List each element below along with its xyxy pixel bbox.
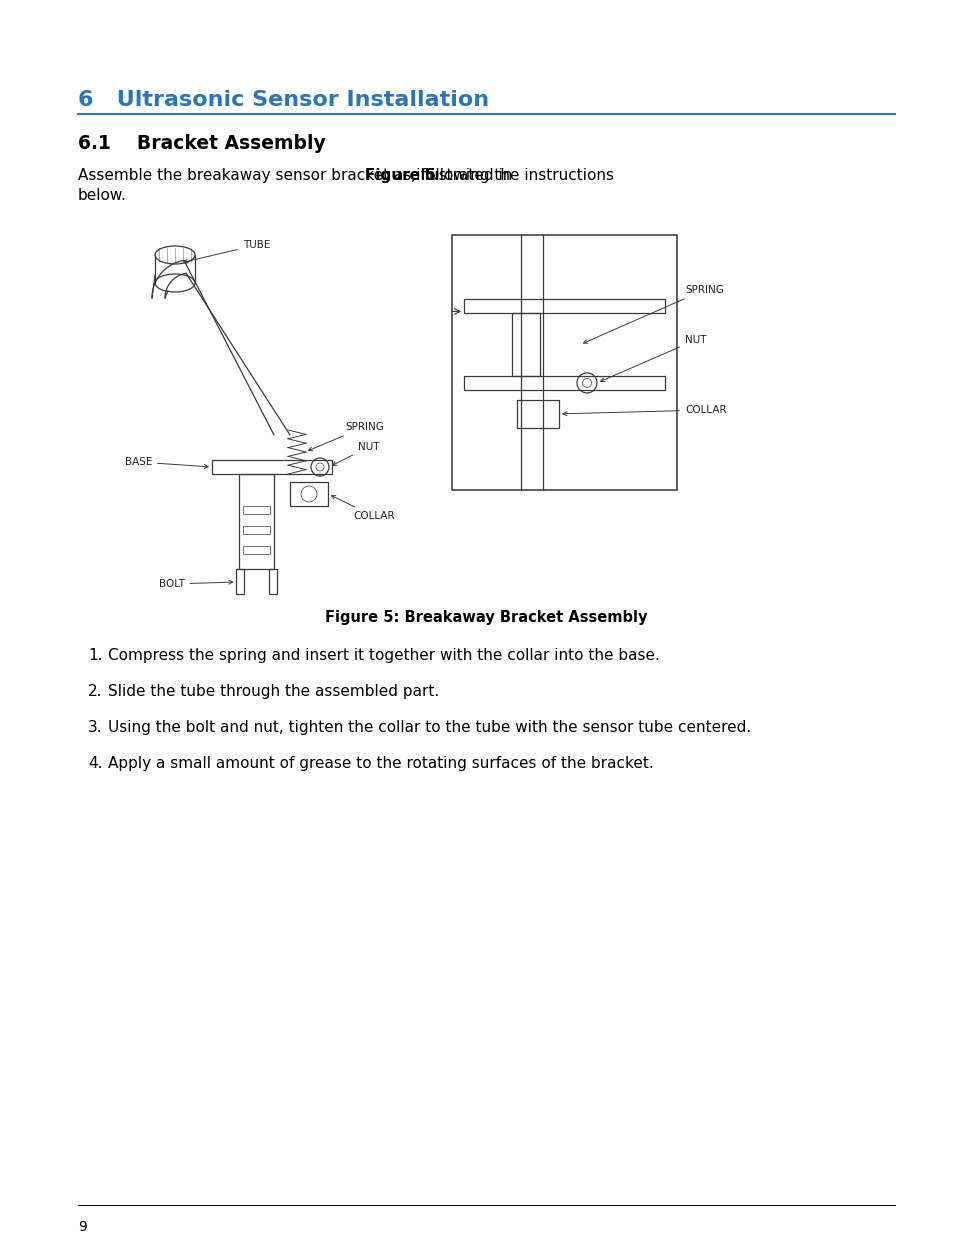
Text: Compress the spring and insert it together with the collar into the base.: Compress the spring and insert it togeth… — [108, 648, 659, 663]
Bar — [463, 299, 664, 314]
Text: , following the instructions: , following the instructions — [411, 168, 614, 183]
Bar — [517, 400, 558, 427]
Text: BASE: BASE — [125, 457, 208, 468]
Text: Figure 5: Figure 5 — [365, 168, 436, 183]
Bar — [239, 474, 274, 569]
Bar — [212, 459, 332, 474]
Text: TUBE: TUBE — [184, 240, 270, 263]
Text: SPRING: SPRING — [308, 422, 383, 451]
Text: 4.: 4. — [88, 756, 102, 771]
Text: Slide the tube through the assembled part.: Slide the tube through the assembled par… — [108, 684, 438, 699]
Text: Using the bolt and nut, tighten the collar to the tube with the sensor tube cent: Using the bolt and nut, tighten the coll… — [108, 720, 750, 735]
Text: 1.: 1. — [88, 648, 102, 663]
Text: COLLAR: COLLAR — [562, 405, 726, 416]
Bar — [512, 314, 539, 375]
Text: Apply a small amount of grease to the rotating surfaces of the bracket.: Apply a small amount of grease to the ro… — [108, 756, 653, 771]
Bar — [243, 546, 271, 555]
Text: BOLT: BOLT — [158, 579, 233, 589]
Bar — [269, 569, 277, 594]
Text: Assemble the breakaway sensor bracket as illustrated in: Assemble the breakaway sensor bracket as… — [78, 168, 517, 183]
Bar — [243, 526, 271, 534]
Text: NUT: NUT — [332, 442, 379, 466]
Text: 6   Ultrasonic Sensor Installation: 6 Ultrasonic Sensor Installation — [78, 90, 489, 110]
Text: 9: 9 — [78, 1220, 87, 1234]
Text: 6.1    Bracket Assembly: 6.1 Bracket Assembly — [78, 135, 325, 153]
Bar — [236, 569, 244, 594]
Bar — [243, 506, 271, 514]
Text: below.: below. — [78, 188, 127, 203]
Text: SPRING: SPRING — [583, 285, 723, 343]
Text: 3.: 3. — [88, 720, 103, 735]
Bar — [463, 375, 664, 390]
Bar — [452, 235, 677, 490]
Text: Figure 5: Breakaway Bracket Assembly: Figure 5: Breakaway Bracket Assembly — [325, 610, 647, 625]
Text: 2.: 2. — [88, 684, 102, 699]
Text: COLLAR: COLLAR — [331, 495, 395, 521]
Text: NUT: NUT — [599, 335, 706, 382]
